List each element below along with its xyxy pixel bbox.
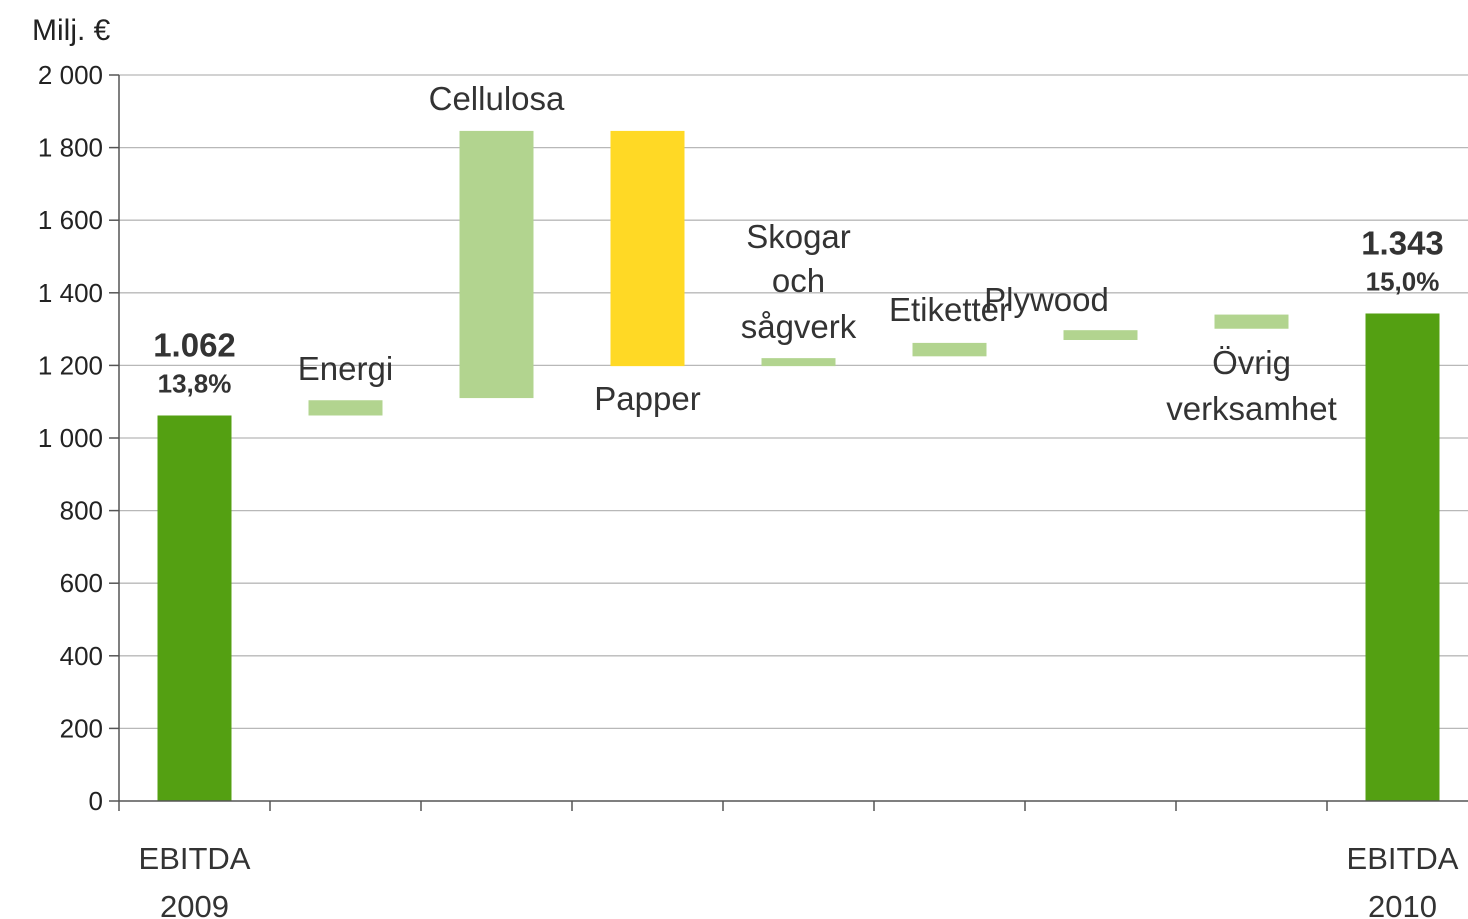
y-tick-label: 1 400	[38, 278, 103, 308]
total-value-label: 1.062	[153, 326, 236, 363]
x-category-label: EBITDA	[139, 841, 251, 876]
labels: 0 200 400 600 800 1 000 1 200 1 400 1 600 1 800 2 …	[38, 60, 1459, 919]
x-category-label: 2010	[1368, 889, 1437, 919]
segment-label: Papper	[594, 380, 700, 417]
segment-label: Etiketter	[889, 291, 1010, 328]
segment-label: Cellulosa	[429, 80, 565, 117]
y-tick-label: 1 000	[38, 423, 103, 453]
segment-label: Skogar	[746, 218, 851, 255]
y-tick-label: 400	[60, 641, 103, 671]
y-tick-label: 1 200	[38, 350, 103, 380]
total-percent-label: 15,0%	[1366, 266, 1440, 296]
y-tick-label: 2 000	[38, 60, 103, 90]
y-tick-label: 800	[60, 496, 103, 526]
bar-cellulosa	[459, 130, 534, 399]
bar-skogar-och-sågverk	[761, 358, 836, 367]
bar-etiketter	[912, 342, 987, 357]
segment-label: Övrig	[1212, 344, 1291, 381]
total-percent-label: 13,8%	[158, 368, 232, 398]
bar-ebitda-2009	[157, 415, 232, 801]
y-tick-label: 1 600	[38, 205, 103, 235]
segment-label: Energi	[298, 350, 393, 387]
bar-plywood	[1063, 330, 1138, 340]
bar-övrig-verksamhet	[1214, 314, 1289, 329]
x-category-label: EBITDA	[1347, 841, 1459, 876]
y-tick-label: 600	[60, 568, 103, 598]
y-tick-label: 0	[89, 786, 103, 816]
y-tick-label: 200	[60, 713, 103, 743]
segment-label: Plywood	[984, 281, 1109, 318]
bar-energi	[308, 400, 383, 416]
y-tick-label: 1 800	[38, 133, 103, 163]
segment-label: sågverk	[741, 308, 857, 345]
total-value-label: 1.343	[1361, 224, 1444, 261]
segment-label: verksamhet	[1166, 390, 1337, 427]
bars	[157, 130, 1440, 801]
unit-label: Milj. €	[32, 14, 111, 47]
bar-papper	[610, 130, 685, 367]
x-category-label: 2009	[160, 889, 229, 919]
segment-label: och	[772, 262, 825, 299]
axes	[109, 74, 1468, 811]
bar-ebitda-2010	[1365, 313, 1440, 801]
